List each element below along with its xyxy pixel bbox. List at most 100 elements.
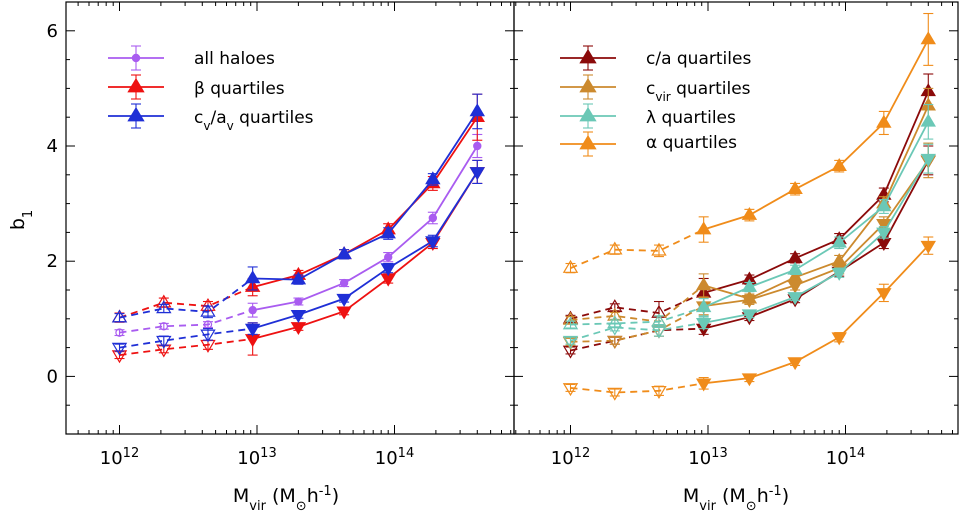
series-line: [252, 145, 479, 312]
data-point: [651, 242, 667, 256]
data-point: [428, 213, 438, 223]
legend-label-alpha: α quartiles: [646, 133, 737, 153]
data-point: [695, 318, 712, 332]
data-point: [156, 300, 172, 314]
series-line: [252, 171, 479, 340]
data-point: [876, 288, 892, 302]
data-point: [920, 240, 936, 254]
x-tick-label: 1014: [375, 446, 414, 470]
series-line-dashed: [570, 305, 705, 343]
series-line-dashed: [570, 382, 704, 394]
series-line-dashed: [570, 321, 704, 342]
legend-label-cvir: cvir quartiles: [646, 79, 751, 104]
left-panel: 0 2 4 6 1012 1013 1014: [47, 1, 515, 470]
series-line-dashed: [119, 338, 253, 356]
data-point: [336, 246, 352, 260]
data-point: [473, 141, 482, 151]
data-point: [294, 297, 303, 306]
data-point: [336, 293, 352, 307]
data-point: [831, 332, 847, 346]
series-line: [703, 159, 930, 308]
y-tick-label: 0: [47, 366, 58, 387]
data-point: [562, 345, 579, 359]
series-line-dashed: [119, 286, 254, 319]
legend-marker: [579, 134, 597, 150]
x-tick-label: 1013: [237, 446, 276, 470]
data-point: [290, 271, 307, 285]
data-point: [787, 280, 803, 294]
data-point: [380, 263, 396, 277]
series-line-dashed: [119, 327, 253, 349]
data-point: [920, 153, 936, 167]
data-point: [876, 198, 892, 212]
data-point: [876, 114, 892, 128]
data-point: [425, 236, 441, 250]
series-line: [252, 171, 479, 330]
data-point: [607, 241, 623, 255]
data-point: [920, 113, 936, 127]
data-point: [695, 299, 712, 313]
data-point: [787, 292, 803, 306]
data-point: [200, 329, 216, 343]
legend-label-all-haloes: all haloes: [194, 49, 275, 69]
y-axis-title: b1: [7, 210, 36, 230]
data-point: [384, 252, 393, 262]
y-tick-label: 6: [47, 21, 58, 42]
data-point: [607, 335, 623, 349]
y-tick-label: 2: [47, 251, 58, 272]
data-point: [469, 103, 485, 117]
legend-marker: [131, 53, 141, 63]
data-point: [380, 225, 396, 239]
data-point: [741, 206, 758, 220]
data-point: [831, 267, 847, 281]
data-point: [831, 157, 847, 171]
series-line: [252, 110, 479, 281]
data-point: [607, 322, 623, 336]
series-line-dashed: [119, 277, 254, 319]
data-point: [695, 378, 712, 392]
series-line: [252, 116, 479, 288]
legend-label-cv-av: cv/av quartiles: [194, 108, 314, 133]
data-point: [920, 31, 936, 45]
series-line: [703, 39, 930, 231]
data-point: [607, 299, 623, 313]
data-point: [562, 316, 579, 330]
data-point: [111, 342, 128, 356]
data-point: [651, 386, 667, 399]
series-line: [703, 158, 930, 324]
data-point: [562, 259, 579, 273]
y-tick-label: 4: [47, 136, 58, 157]
series-line: [703, 121, 930, 309]
data-point: [695, 221, 712, 235]
data-point: [787, 357, 803, 371]
legend-marker: [579, 48, 597, 64]
data-point: [469, 167, 485, 181]
series-line-dashed: [570, 327, 704, 352]
data-point: [651, 325, 667, 339]
x-axis-title-right: Mvir (M⊙h-1): [683, 484, 789, 514]
series-line-dashed: [570, 306, 704, 326]
data-point: [562, 335, 579, 349]
legend-label-lambda: λ quartiles: [646, 108, 736, 128]
data-point: [244, 270, 261, 284]
x-axis-title-left: Mvir (M⊙h-1): [233, 484, 339, 514]
series-line-dashed: [570, 228, 705, 269]
data-point: [115, 328, 124, 337]
data-point: [336, 306, 352, 320]
right-panel: 1012 1013 1014: [513, 1, 959, 470]
legend-marker: [127, 77, 145, 93]
data-point: [290, 309, 307, 323]
x-tick-label: 1012: [551, 446, 590, 470]
data-point: [111, 309, 128, 323]
data-point: [159, 322, 169, 331]
legend-label-c-a: c/a quartiles: [646, 49, 751, 69]
data-point: [741, 294, 758, 308]
data-point: [607, 387, 623, 401]
data-point: [876, 227, 892, 241]
data-point: [248, 305, 257, 315]
series-line-dashed: [570, 284, 705, 323]
legend-marker: [579, 106, 597, 122]
data-point: [695, 277, 712, 291]
data-point: [787, 261, 803, 275]
